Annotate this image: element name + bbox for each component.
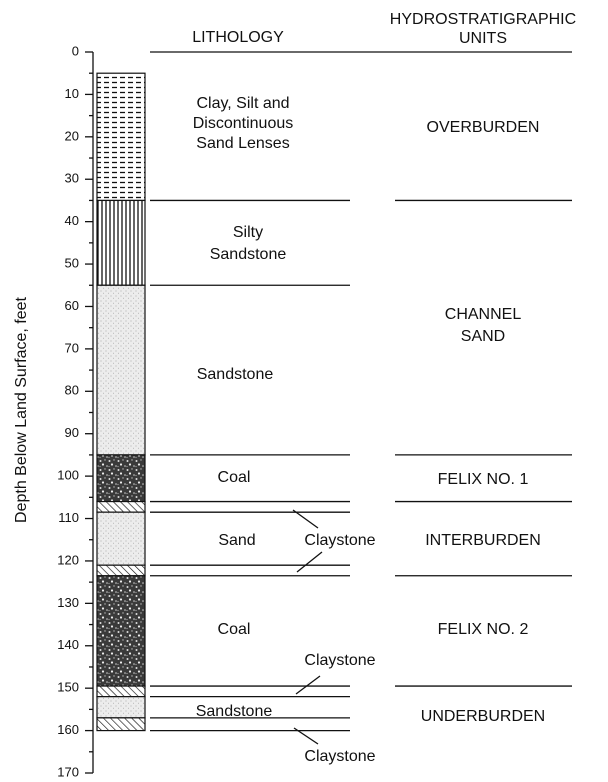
layer <box>96 500 146 513</box>
tick-label: 90 <box>65 425 79 440</box>
header: LITHOLOGY <box>192 29 284 46</box>
tick-label: 40 <box>65 213 79 228</box>
tick-label: 30 <box>65 171 79 186</box>
unit-label: CHANNEL <box>445 306 522 323</box>
claystone-label: Claystone <box>304 748 375 765</box>
header: HYDROSTRATIGRAPHIC <box>390 11 576 28</box>
layer <box>96 575 146 687</box>
axis-label: Depth Below Land Surface, feet <box>13 296 30 522</box>
header: UNITS <box>459 30 507 47</box>
lithology-label: Coal <box>218 469 251 486</box>
tick-label: 140 <box>57 637 79 652</box>
layer <box>96 685 146 698</box>
lithology-label: Discontinuous <box>193 115 294 132</box>
tick-label: 20 <box>65 128 79 143</box>
layer <box>96 72 146 202</box>
unit-label: INTERBURDEN <box>425 532 541 549</box>
tick-label: 160 <box>57 722 79 737</box>
unit-label: FELIX NO. 2 <box>438 621 529 638</box>
unit-label: FELIX NO. 1 <box>438 471 529 488</box>
layer <box>96 199 146 286</box>
unit-label: SAND <box>461 328 505 345</box>
tick-label: 50 <box>65 255 79 270</box>
lithology-label: Sandstone <box>197 366 274 383</box>
layer <box>96 696 146 719</box>
tick-label: 150 <box>57 680 79 695</box>
lithology-label: Sandstone <box>196 703 273 720</box>
lithology-label: Coal <box>218 621 251 638</box>
layer <box>96 717 146 732</box>
tick-label: 170 <box>57 764 79 779</box>
lithology-label: Sand Lenses <box>196 135 289 152</box>
claystone-label: Claystone <box>304 532 375 549</box>
tick-label: 0 <box>72 43 79 58</box>
tick-label: 80 <box>65 383 79 398</box>
layer <box>96 511 146 566</box>
leader-line <box>296 551 323 573</box>
leader-line <box>295 675 321 695</box>
tick-label: 100 <box>57 468 79 483</box>
tick-label: 60 <box>65 298 79 313</box>
unit-label: UNDERBURDEN <box>421 708 545 725</box>
tick-label: 10 <box>65 86 79 101</box>
unit-label: OVERBURDEN <box>427 119 540 136</box>
layer <box>96 284 146 456</box>
claystone-label: Claystone <box>304 652 375 669</box>
tick-label: 70 <box>65 340 79 355</box>
lithology-label: Sandstone <box>210 246 287 263</box>
tick-label: 120 <box>57 552 79 567</box>
lithology-label: Silty <box>233 224 263 241</box>
lithology-label: Clay, Silt and <box>196 95 289 112</box>
layer <box>96 454 146 503</box>
leader-line <box>292 509 319 529</box>
layer <box>96 564 146 577</box>
tick-label: 110 <box>58 510 79 525</box>
lithology-label: Sand <box>218 532 255 549</box>
tick-label: 130 <box>57 595 79 610</box>
